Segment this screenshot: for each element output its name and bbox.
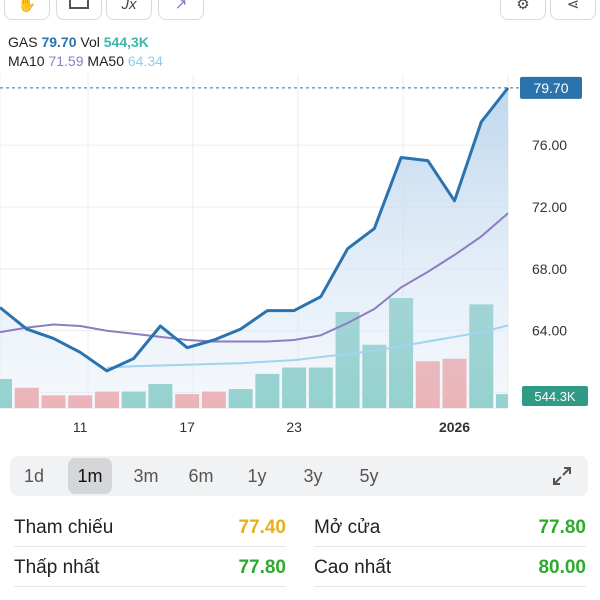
price-area <box>0 87 508 409</box>
period-5y[interactable]: 5y <box>359 465 379 486</box>
draw-tool-button[interactable] <box>56 0 102 20</box>
stat-high: Cao nhất 80.00 <box>314 550 586 587</box>
ref-value: 77.40 <box>238 517 286 538</box>
open-value: 77.80 <box>538 517 586 538</box>
hand-icon: ✋ <box>17 0 37 13</box>
expand-icon <box>553 467 571 485</box>
trend-arrow-icon: ↗ <box>174 0 188 13</box>
x-tick-label: 11 <box>73 419 88 435</box>
ma10-value: 71.59 <box>48 53 84 69</box>
y-tick-label: 72.00 <box>532 199 567 215</box>
x-tick-label: 17 <box>179 419 195 435</box>
svg-text:544.3K: 544.3K <box>534 389 576 404</box>
y-tick-label: 76.00 <box>532 137 567 153</box>
compare-button[interactable]: ↗ <box>158 0 204 20</box>
svg-text:79.70: 79.70 <box>533 80 568 96</box>
hand-tool-button[interactable]: ✋ <box>4 0 50 20</box>
stat-open: Mở cửa 77.80 <box>314 510 586 547</box>
ma-legend: MA10 71.59 MA50 64.34 <box>8 53 163 69</box>
stat-ref: Tham chiếu 77.40 <box>14 510 286 547</box>
price-line <box>0 86 510 373</box>
open-label: Mở cửa <box>314 517 381 538</box>
period-selector: 1d 1m 3m 6m 1y 3y 5y <box>10 456 588 496</box>
function-icon: Jx <box>121 0 137 13</box>
chart-toolbar: ✋ Jx ↗ ⚙ ⋖ <box>0 0 600 22</box>
ma50-value: 64.34 <box>127 53 163 69</box>
x-tick-label: 2026 <box>439 419 470 435</box>
fullscreen-button[interactable] <box>548 462 576 490</box>
period-1m[interactable]: 1m <box>68 458 112 494</box>
ma10-line <box>0 212 509 343</box>
x-tick-label: 23 <box>286 419 302 435</box>
vol-label: Vol <box>80 34 100 50</box>
high-value: 80.00 <box>538 557 586 578</box>
period-3m[interactable]: 3m <box>133 465 159 486</box>
ma50-label: MA50 <box>87 53 124 69</box>
price-value: 79.70 <box>41 34 77 50</box>
ma50-line <box>106 324 509 369</box>
y-tick-label: 68.00 <box>532 261 567 277</box>
current-price-tag: 79.70 <box>520 76 582 99</box>
vol-value: 544,3K <box>103 34 149 50</box>
period-6m[interactable]: 6m <box>188 465 214 486</box>
settings-button[interactable]: ⚙ <box>500 0 546 20</box>
symbol-label: GAS <box>8 34 38 50</box>
ref-label: Tham chiếu <box>14 517 114 538</box>
high-label: Cao nhất <box>314 557 392 578</box>
ma10-label: MA10 <box>8 53 45 69</box>
share-button[interactable]: ⋖ <box>550 0 596 20</box>
low-label: Thấp nhất <box>14 557 100 578</box>
indicator-button[interactable]: Jx <box>106 0 152 20</box>
period-1d[interactable]: 1d <box>23 465 45 486</box>
period-3y[interactable]: 3y <box>303 465 323 486</box>
gear-icon: ⚙ <box>516 0 530 13</box>
current-volume-tag: 544.3K <box>522 386 588 406</box>
share-icon: ⋖ <box>566 0 580 13</box>
rectangle-icon <box>69 0 89 9</box>
stat-low: Thấp nhất 77.80 <box>14 550 286 587</box>
price-legend: GAS 79.70 Vol 544,3K <box>8 34 149 50</box>
y-tick-label: 64.00 <box>532 323 567 339</box>
low-value: 77.80 <box>238 557 286 578</box>
period-1y[interactable]: 1y <box>247 465 267 486</box>
